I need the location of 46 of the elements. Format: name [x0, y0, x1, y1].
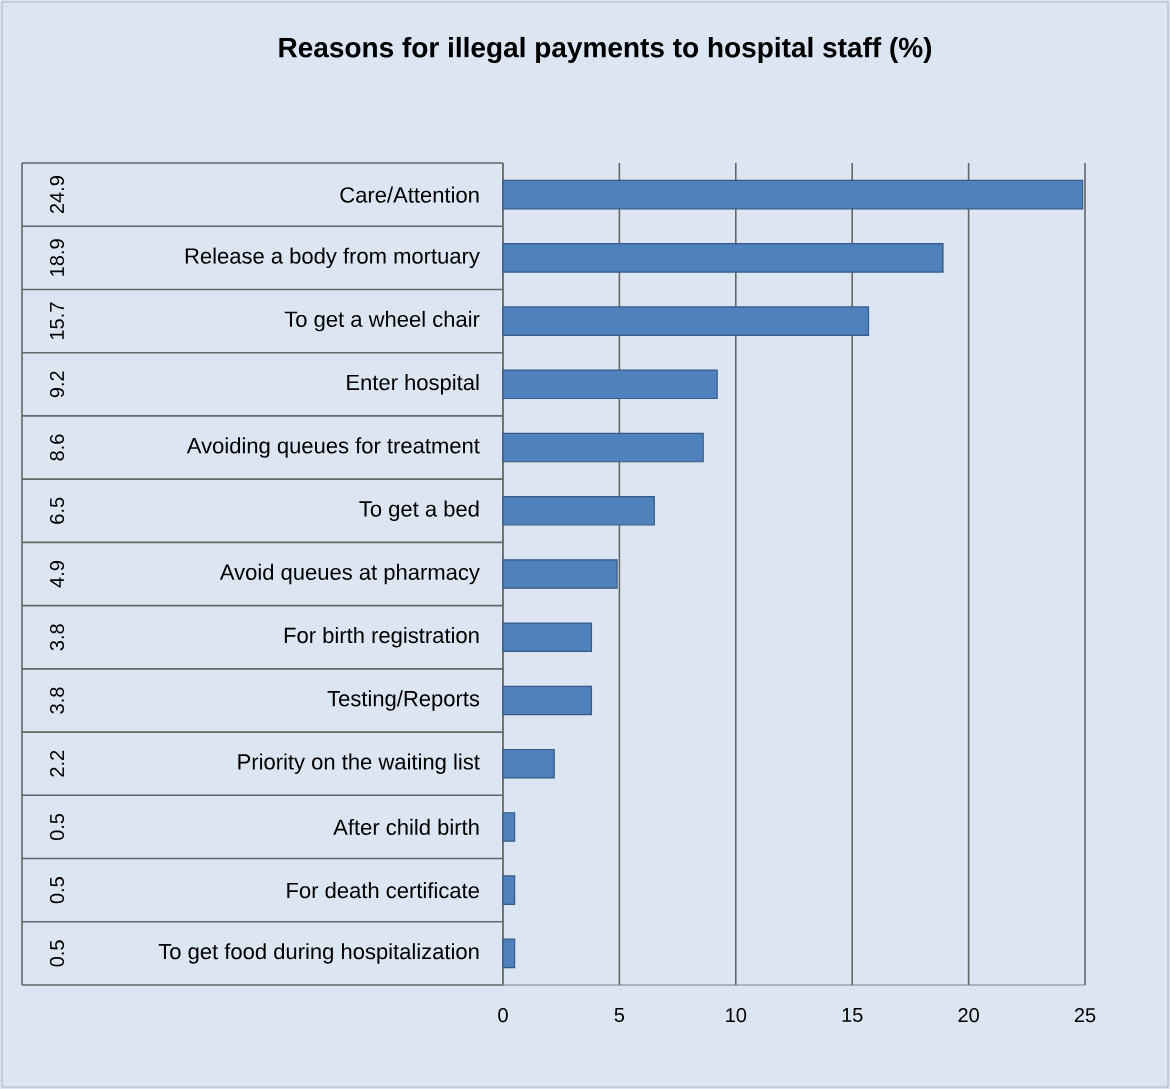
- y-tick-label: Enter hospital: [347, 374, 479, 395]
- x-tick-label: 15: [842, 1008, 863, 1023]
- data-label: 3.8: [49, 687, 65, 714]
- bar: [502, 243, 944, 273]
- data-label: 6.5: [49, 497, 65, 524]
- y-tick-label: Avoiding queues for treatment: [186, 437, 480, 458]
- x-tick-label: 20: [958, 1008, 979, 1023]
- data-label: 24.9: [49, 176, 65, 214]
- x-tick-label: 10: [726, 1008, 747, 1023]
- y-tick-label: After child birth: [333, 818, 479, 836]
- bar: [502, 369, 718, 400]
- data-label: 8.6: [49, 434, 65, 461]
- data-label: 18.9: [49, 239, 65, 276]
- bar: [502, 559, 618, 589]
- bar: [502, 748, 555, 779]
- bar: [502, 306, 870, 336]
- data-label: 0.5: [49, 813, 65, 841]
- y-tick-label: For birth registration: [284, 627, 479, 648]
- bar: [502, 179, 1084, 210]
- bar: [502, 432, 704, 463]
- y-tick-label: Priority on the waiting list: [238, 753, 480, 774]
- y-tick-label: To get a bed: [359, 500, 479, 522]
- y-tick-label: Care/Attention: [340, 186, 479, 203]
- y-tick-label: Testing/Reports: [327, 690, 480, 711]
- data-label: 2.2: [50, 750, 64, 777]
- x-tick-label: 0: [498, 1008, 508, 1023]
- bar: [502, 495, 655, 526]
- bar: [502, 685, 593, 716]
- bar: [502, 622, 593, 653]
- chart-title: Reasons for illegal payments to hospital staff (%): [279, 36, 932, 64]
- data-label: 0.5: [49, 877, 65, 904]
- data-label: 3.8: [49, 624, 65, 651]
- data-label: 9.2: [49, 371, 65, 398]
- y-tick-label: Release a body from mortuary: [185, 247, 480, 269]
- data-label: 4.9: [49, 561, 65, 588]
- bar: [502, 938, 516, 969]
- data-label: 0.5: [49, 940, 65, 967]
- x-tick-label: 5: [614, 1008, 625, 1023]
- y-tick-label: To get food during hospitalization: [158, 943, 479, 964]
- y-tick-label: Avoid queues at pharmacy: [219, 563, 480, 585]
- data-label: 15.7: [50, 302, 64, 340]
- x-tick-label: 25: [1074, 1008, 1096, 1023]
- bar: [502, 812, 516, 842]
- y-tick-label: To get a wheel chair: [284, 310, 480, 332]
- bar: [502, 875, 516, 905]
- y-tick-label: For death certificate: [287, 882, 479, 899]
